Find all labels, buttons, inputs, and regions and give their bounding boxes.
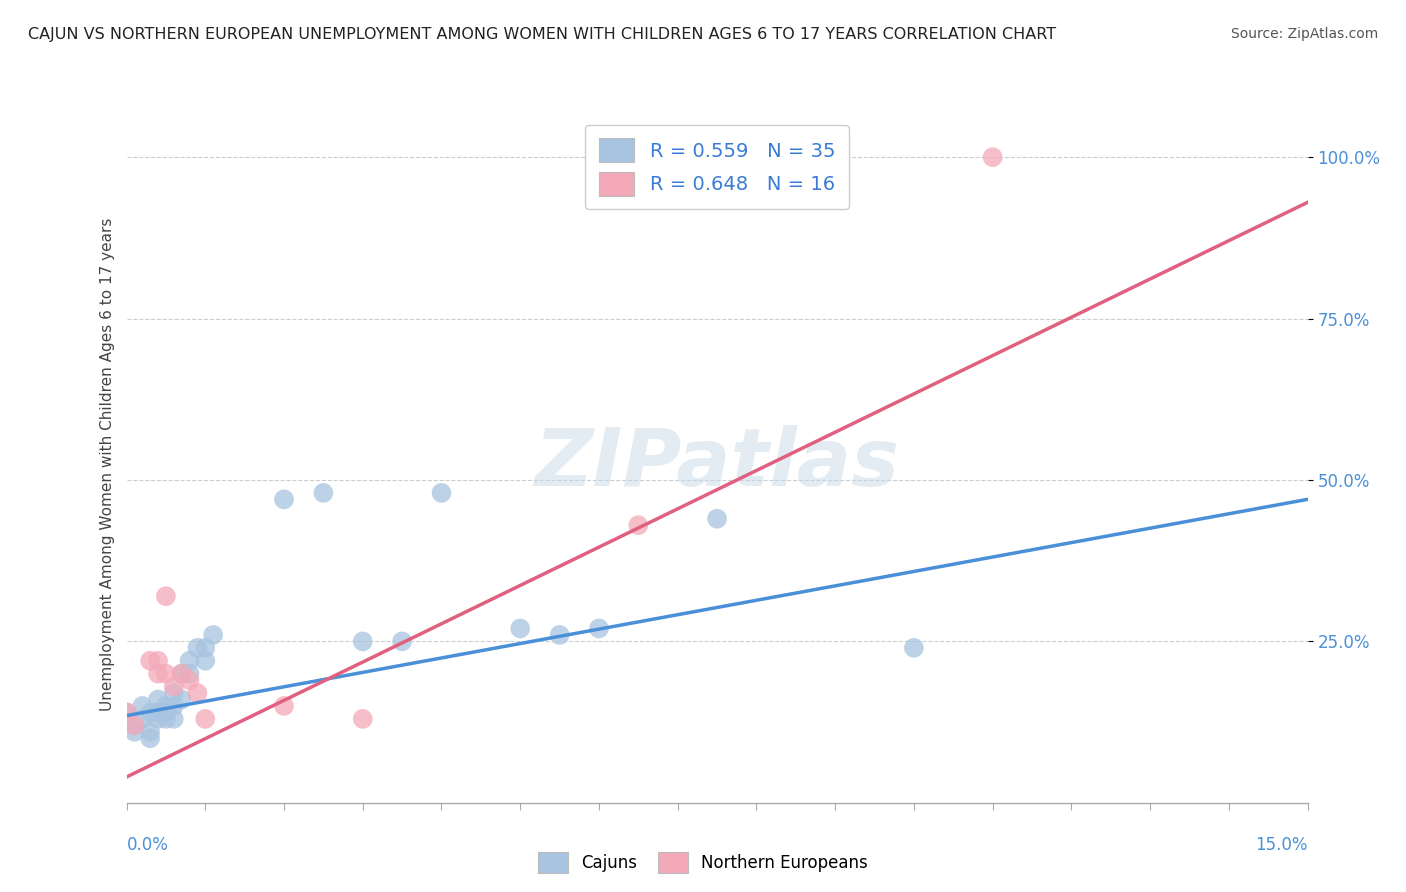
Point	[146, 666, 169, 681]
Point	[312, 486, 335, 500]
Legend: Cajuns, Northern Europeans: Cajuns, Northern Europeans	[531, 846, 875, 880]
Text: 0.0%: 0.0%	[127, 837, 169, 855]
Point	[903, 640, 925, 655]
Point	[155, 712, 177, 726]
Point	[981, 150, 1004, 164]
Point	[131, 698, 153, 713]
Point	[155, 589, 177, 603]
Text: 15.0%: 15.0%	[1256, 837, 1308, 855]
Point	[146, 654, 169, 668]
Point	[179, 673, 201, 687]
Point	[430, 486, 453, 500]
Point	[146, 692, 169, 706]
Point	[146, 706, 169, 720]
Y-axis label: Unemployment Among Women with Children Ages 6 to 17 years: Unemployment Among Women with Children A…	[100, 217, 115, 711]
Point	[131, 712, 153, 726]
Point	[124, 718, 146, 732]
Point	[706, 512, 728, 526]
Point	[273, 492, 295, 507]
Point	[194, 654, 217, 668]
Point	[146, 712, 169, 726]
Point	[124, 718, 146, 732]
Point	[163, 686, 186, 700]
Point	[170, 692, 193, 706]
Point	[194, 712, 217, 726]
Point	[273, 698, 295, 713]
Point	[170, 666, 193, 681]
Legend: R = 0.559   N = 35, R = 0.648   N = 16: R = 0.559 N = 35, R = 0.648 N = 16	[585, 125, 849, 210]
Point	[163, 712, 186, 726]
Point	[548, 628, 571, 642]
Point	[115, 706, 138, 720]
Point	[139, 706, 162, 720]
Point	[352, 712, 374, 726]
Point	[391, 634, 413, 648]
Point	[139, 731, 162, 746]
Point	[155, 698, 177, 713]
Text: CAJUN VS NORTHERN EUROPEAN UNEMPLOYMENT AMONG WOMEN WITH CHILDREN AGES 6 TO 17 Y: CAJUN VS NORTHERN EUROPEAN UNEMPLOYMENT …	[28, 27, 1056, 42]
Point	[509, 622, 531, 636]
Point	[179, 666, 201, 681]
Point	[139, 724, 162, 739]
Point	[115, 706, 138, 720]
Point	[352, 634, 374, 648]
Point	[186, 640, 208, 655]
Text: ZIPatlas: ZIPatlas	[534, 425, 900, 503]
Point	[170, 666, 193, 681]
Point	[179, 654, 201, 668]
Point	[155, 666, 177, 681]
Text: Source: ZipAtlas.com: Source: ZipAtlas.com	[1230, 27, 1378, 41]
Point	[186, 686, 208, 700]
Point	[139, 654, 162, 668]
Point	[194, 640, 217, 655]
Point	[155, 706, 177, 720]
Point	[588, 622, 610, 636]
Point	[163, 698, 186, 713]
Point	[202, 628, 225, 642]
Point	[124, 724, 146, 739]
Point	[163, 680, 186, 694]
Point	[627, 518, 650, 533]
